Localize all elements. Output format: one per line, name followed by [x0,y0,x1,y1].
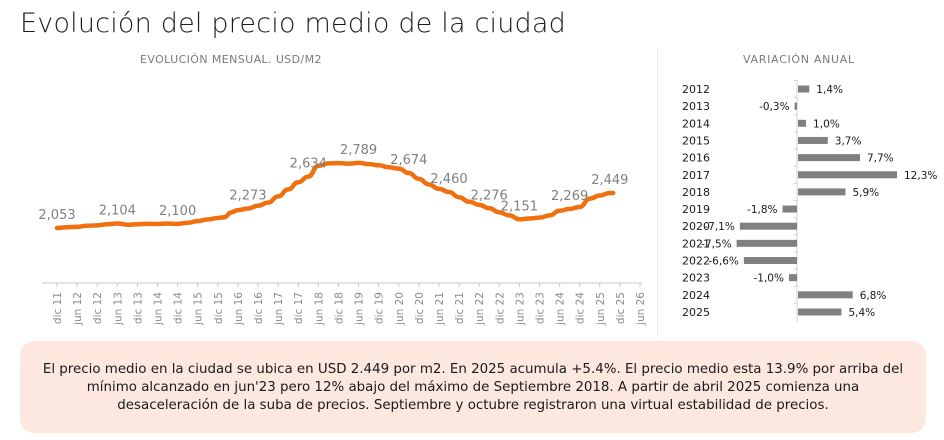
data-label: 2,269 [551,189,588,204]
variation-bar [736,239,797,247]
variation-bar [798,136,828,144]
monthly-price-line-chart: dic 11 jun 12 dic 12 jun 13 dic 13 jun 14 dic … [38,143,647,326]
data-label: 2,634 [290,157,327,172]
variation-value-label: 1,4% [816,84,843,96]
data-label: 2,273 [229,189,266,204]
year-label: 2021 [682,237,710,250]
data-label: 2,276 [471,188,508,203]
x-tick-label: jun 14 [153,292,165,326]
x-tick-label: jun 22 [474,292,486,326]
x-tick-label: jun 20 [394,292,406,326]
price-line [54,160,616,231]
data-label: 2,104 [99,203,136,218]
data-label: 2,789 [340,143,377,158]
year-label: 2017 [682,169,710,182]
year-label: 2013 [682,100,710,113]
bar-chart-title: VARIACIÓN ANUAL [743,53,855,66]
variation-value-label: -7,1% [704,221,734,233]
x-tick-label: dic 12 [92,292,104,324]
data-label: 2,100 [159,204,196,219]
x-tick-label: dic 24 [575,292,587,324]
variation-bar [788,274,797,282]
x-tick-label: dic 11 [52,292,64,324]
x-tick-label: dic 13 [132,292,144,324]
x-tick-label: jun 15 [193,292,205,326]
data-label: 2,460 [430,172,467,187]
variation-value-label: 5,4% [848,307,875,319]
year-label: 2025 [682,306,710,319]
x-tick-label: dic 22 [494,292,506,324]
year-label: 2016 [682,152,710,165]
chart-divider [657,48,658,338]
year-label: 2015 [682,134,710,147]
variation-bar [794,102,797,110]
x-tick-label: jun 23 [514,292,526,326]
x-tick-label: dic 23 [534,292,546,324]
x-tick-label: jun 21 [434,292,446,326]
x-tick-label: dic 21 [454,292,466,324]
variation-bar [798,308,842,316]
year-label: 2020 [682,220,710,233]
x-tick-label: dic 15 [213,292,225,324]
variation-bar [743,257,797,264]
variation-value-label: 3,7% [835,135,862,147]
annual-variation-bar-chart: 2012 1,4% 2013 -0,3% 2014 1,0% 2015 3,7% 2016 7,7… [682,79,937,322]
x-tick-label: jun 25 [595,292,607,326]
year-label: 2019 [682,203,710,216]
year-label: 2022 [682,255,710,268]
variation-bar [798,171,898,179]
variation-bar [798,188,846,196]
variation-value-label: 1,0% [813,118,840,130]
x-tick-label: jun 18 [313,292,325,326]
variation-value-label: -6,6% [708,256,738,268]
data-label: 2,053 [38,208,75,223]
x-tick-label: dic 14 [173,292,185,324]
x-tick-label: dic 20 [414,292,426,324]
variation-bar [739,222,797,230]
line-chart-title: EVOLUCIÓN MENSUAL. USD/M2 [140,53,322,66]
x-tick-label: jun 26 [635,292,647,326]
year-label: 2014 [682,117,710,130]
x-tick-label: jun 13 [112,292,124,326]
variation-value-label: -1,0% [753,273,783,285]
variation-bar [798,291,853,299]
variation-bar [798,119,807,127]
x-tick-label: dic 18 [333,292,345,324]
variation-value-label: -7,5% [701,238,731,250]
x-tick-label: jun 24 [555,292,567,326]
variation-value-label: 7,7% [867,153,894,165]
x-tick-label: jun 16 [233,292,245,326]
variation-value-label: 6,8% [860,290,887,302]
variation-value-label: -1,8% [747,204,777,216]
data-label: 2,674 [390,153,427,168]
variation-bar [798,154,860,162]
data-label: 2,449 [591,173,628,188]
year-label: 2012 [682,83,710,96]
variation-value-label: 12,3% [904,170,937,182]
year-label: 2024 [682,289,710,302]
x-tick-label: dic 16 [253,292,265,324]
x-tick-label: jun 12 [72,292,84,326]
variation-bar [798,85,810,93]
year-label: 2018 [682,186,710,199]
x-tick-label: dic 17 [293,292,305,324]
x-tick-label: dic 19 [374,292,386,324]
summary-note-text: El precio medio en la ciudad se ubica en… [42,362,904,413]
data-label: 2,151 [501,199,538,214]
variation-value-label: 5,9% [852,187,879,199]
x-tick-label: jun 17 [273,292,285,326]
year-label: 2023 [682,272,710,285]
summary-note: El precio medio en la ciudad se ubica en… [20,341,926,433]
variation-value-label: -0,3% [759,101,789,113]
x-tick-label: dic 25 [615,292,627,324]
variation-bar [782,205,797,213]
page-title: Evolución del precio medio de la ciudad [20,8,566,39]
x-tick-label: jun 19 [354,292,366,326]
